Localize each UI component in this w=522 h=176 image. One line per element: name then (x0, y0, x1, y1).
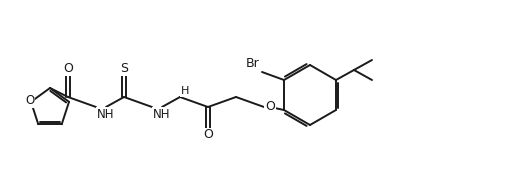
Text: NH: NH (153, 108, 171, 121)
Text: H: H (181, 86, 189, 96)
Text: Br: Br (245, 57, 259, 70)
Text: O: O (26, 94, 34, 107)
Text: S: S (120, 62, 128, 76)
Text: NH: NH (97, 108, 114, 121)
Text: O: O (265, 100, 275, 114)
Text: O: O (203, 128, 213, 142)
Text: O: O (63, 62, 73, 76)
